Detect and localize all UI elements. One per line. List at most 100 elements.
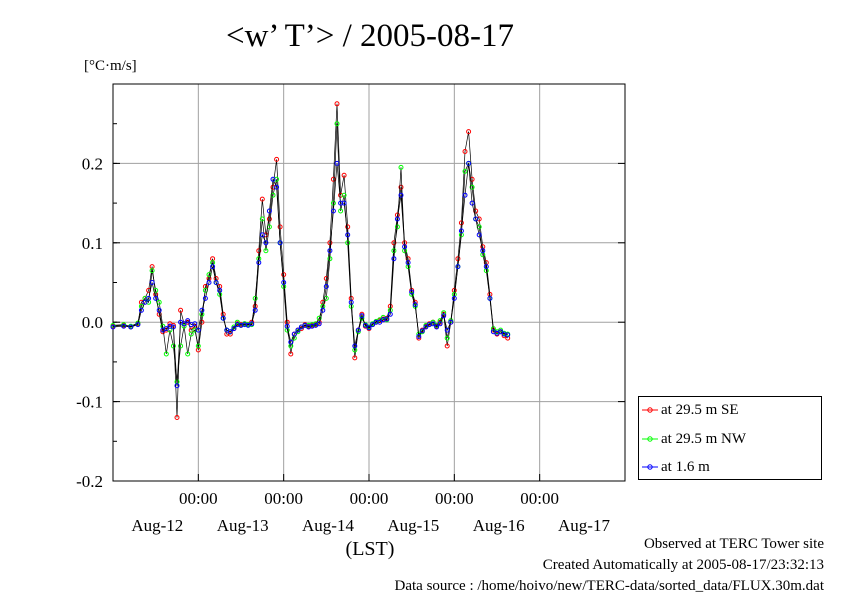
data-point-2 <box>121 323 127 329</box>
data-point-1 <box>259 216 265 222</box>
data-point-2 <box>210 264 216 270</box>
data-point-2 <box>249 321 255 327</box>
data-point-2 <box>405 260 411 266</box>
data-point-2 <box>387 311 393 317</box>
data-point-2 <box>384 316 390 322</box>
legend-swatch-se <box>642 407 658 413</box>
y-tick-label: 0.1 <box>82 234 103 253</box>
data-point-2 <box>274 184 280 190</box>
y-axis-label: [°C·m/s] <box>84 58 137 74</box>
data-point-0 <box>274 156 280 162</box>
data-point-2 <box>458 228 464 234</box>
data-point-2 <box>156 307 162 313</box>
data-point-2 <box>355 327 361 333</box>
data-point-2 <box>153 295 159 301</box>
data-point-2 <box>455 264 461 270</box>
data-point-2 <box>256 260 262 266</box>
data-point-2 <box>345 232 351 238</box>
legend-item-nw: at 29.5 m NW <box>639 428 821 450</box>
x-tick-time: 00:00 <box>350 489 389 508</box>
data-point-2 <box>146 295 152 301</box>
data-point-2 <box>199 307 205 313</box>
data-point-2 <box>370 322 376 328</box>
data-point-0 <box>178 307 184 313</box>
data-point-2 <box>359 313 365 319</box>
data-point-2 <box>252 307 258 313</box>
data-point-1 <box>252 295 258 301</box>
data-point-2 <box>366 325 372 331</box>
data-point-2 <box>391 256 397 262</box>
grid <box>113 84 625 481</box>
data-point-2 <box>330 208 336 214</box>
data-point-2 <box>320 307 326 313</box>
data-point-2 <box>213 280 219 285</box>
data-point-1 <box>391 248 397 254</box>
x-tick-date: Aug-14 <box>302 516 354 535</box>
data-point-2 <box>259 232 265 238</box>
data-point-1 <box>469 184 475 190</box>
data-point-2 <box>291 331 297 337</box>
legend-label-1-6m: at 1.6 m <box>661 459 710 475</box>
data-point-2 <box>295 327 301 333</box>
data-point-2 <box>473 216 479 222</box>
y-tick-label: 0.2 <box>82 154 103 173</box>
data-point-0 <box>266 216 272 222</box>
data-point-2 <box>327 248 333 254</box>
data-point-1 <box>185 351 191 357</box>
series-layer <box>110 101 511 420</box>
data-point-0 <box>256 248 262 254</box>
data-point-2 <box>416 334 422 339</box>
data-point-2 <box>466 160 472 166</box>
data-point-2 <box>430 321 436 327</box>
x-tick-date: Aug-12 <box>131 516 183 535</box>
series-line-2 <box>112 163 508 386</box>
legend-swatch-1-6m <box>642 464 658 470</box>
data-point-2 <box>277 240 283 246</box>
data-point-2 <box>480 248 486 254</box>
data-point-2 <box>402 244 408 250</box>
data-point-1 <box>135 320 141 326</box>
data-point-2 <box>206 280 212 285</box>
footer-created: Created Automatically at 2005-08-17/23:3… <box>542 557 824 573</box>
x-tick-date: Aug-16 <box>473 516 525 535</box>
data-point-0 <box>444 343 450 349</box>
data-point-2 <box>409 289 415 295</box>
legend-swatch-nw <box>642 436 658 442</box>
data-point-2 <box>220 315 226 321</box>
data-point-0 <box>345 224 351 230</box>
legend-item-se: at 29.5 m SE <box>639 399 821 421</box>
data-point-2 <box>451 295 457 301</box>
data-point-1 <box>195 343 201 349</box>
data-point-2 <box>266 208 272 214</box>
data-point-2 <box>437 321 443 327</box>
data-point-1 <box>330 200 336 206</box>
legend: at 29.5 m SE at 29.5 m NW at 1.6 m <box>638 396 822 480</box>
data-point-2 <box>195 327 201 333</box>
data-point-2 <box>110 324 116 330</box>
data-point-2 <box>377 319 383 325</box>
series-line-0 <box>112 103 508 418</box>
data-point-2 <box>316 321 322 327</box>
data-point-0 <box>352 355 358 361</box>
data-point-2 <box>202 295 208 301</box>
data-point-1 <box>121 322 127 328</box>
data-point-1 <box>327 256 333 262</box>
data-point-1 <box>394 224 400 230</box>
data-point-1 <box>444 335 450 341</box>
data-point-0 <box>259 196 265 202</box>
data-point-1 <box>163 351 169 357</box>
data-point-0 <box>174 415 180 420</box>
x-tick-time: 00:00 <box>435 489 474 508</box>
data-point-1 <box>149 268 155 274</box>
data-point-2 <box>434 324 440 330</box>
data-point-2 <box>174 383 180 389</box>
data-point-2 <box>192 321 198 327</box>
data-point-2 <box>284 323 290 329</box>
x-tick-time: 00:00 <box>179 489 218 508</box>
data-point-2 <box>476 232 482 238</box>
data-point-0 <box>330 176 336 182</box>
data-point-2 <box>487 295 493 301</box>
data-point-2 <box>462 192 468 198</box>
data-point-2 <box>181 321 187 327</box>
